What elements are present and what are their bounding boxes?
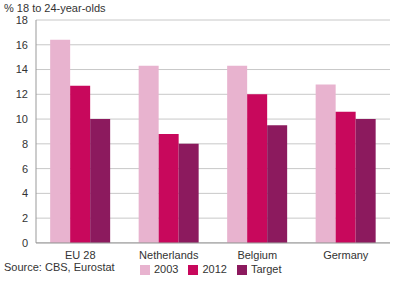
svg-text:6: 6: [22, 163, 28, 175]
html-text:Source: CBS, Eurostat: Source: CBS, Eurostat: [4, 261, 115, 273]
svg-text:Germany: Germany: [323, 249, 369, 261]
svg-text:4: 4: [22, 187, 28, 199]
svg-text:8: 8: [22, 138, 28, 150]
svg-text:Netherlands: Netherlands: [139, 249, 199, 261]
svg-text:14: 14: [16, 63, 28, 75]
html-text:Target: Target: [251, 262, 282, 275]
svg-text:18: 18: [16, 14, 28, 26]
html-text:2003: 2003: [154, 262, 179, 275]
svg-text:16: 16: [16, 39, 28, 51]
svg-text:12: 12: [16, 88, 28, 100]
svg-text:10: 10: [16, 113, 28, 125]
svg-text:Belgium: Belgium: [237, 249, 277, 261]
svg-text:EU 28: EU 28: [65, 249, 96, 261]
html-text:2012: 2012: [202, 262, 227, 275]
svg-text:0: 0: [22, 237, 28, 249]
html-text:% 18 to 24-year-olds: % 18 to 24-year-olds: [4, 2, 106, 14]
svg-text:2: 2: [22, 212, 28, 224]
